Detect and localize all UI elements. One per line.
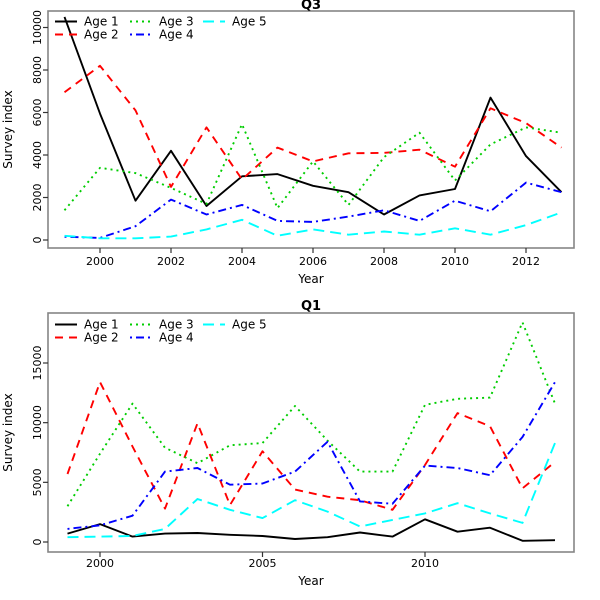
x-tick-label: 2005 xyxy=(249,557,277,570)
plot-border xyxy=(47,312,575,553)
series-line-age-4 xyxy=(64,181,562,239)
legend-label-age-1: Age 1 xyxy=(84,15,119,29)
series-line-age-1 xyxy=(67,518,556,542)
y-tick-label: 15000 xyxy=(31,345,44,380)
y-tick-label: 8000 xyxy=(31,56,44,84)
chart-title: Q1 xyxy=(301,300,321,314)
y-tick-label: 0 xyxy=(31,539,44,546)
series-line-age-4 xyxy=(67,381,556,530)
x-tick-label: 2008 xyxy=(370,255,398,268)
x-tick-label: 2006 xyxy=(299,255,327,268)
legend-label-age-4: Age 4 xyxy=(159,331,194,345)
chart-title: Q3 xyxy=(301,0,321,13)
series-line-age-5 xyxy=(67,442,556,539)
legend-label-age-4: Age 4 xyxy=(159,28,194,42)
series-line-age-1 xyxy=(63,16,563,216)
legend-label-age-3: Age 3 xyxy=(159,318,194,332)
y-tick-label: 6000 xyxy=(31,99,44,127)
x-tick-label: 2000 xyxy=(86,557,114,570)
x-tick-label: 2004 xyxy=(228,255,256,268)
legend-label-age-5: Age 5 xyxy=(232,318,267,332)
chart-q1: 0 5000 10000 15000 2000 2005 2010 Age 1 Age 2 Age… xyxy=(0,300,600,600)
x-axis-label: Year xyxy=(297,574,323,588)
y-tick-label: 2000 xyxy=(31,184,44,212)
series-line-age-3 xyxy=(66,321,556,507)
legend-label-age-1: Age 1 xyxy=(84,318,119,332)
x-tick-label: 2010 xyxy=(441,255,469,268)
y-axis-label: Survey index xyxy=(1,393,15,471)
series-line-age-2 xyxy=(63,64,563,188)
legend-label-age-2: Age 2 xyxy=(84,331,119,345)
y-tick-label: 10000 xyxy=(31,10,44,45)
y-tick-label: 4000 xyxy=(31,141,44,169)
series-line-age-2 xyxy=(66,381,556,511)
x-tick-label: 2000 xyxy=(86,255,114,268)
plot-border xyxy=(47,10,575,249)
x-axis-label: Year xyxy=(297,272,323,286)
legend-label-age-2: Age 2 xyxy=(84,28,119,42)
legend-label-age-5: Age 5 xyxy=(232,15,267,29)
x-tick-label: 2012 xyxy=(512,255,540,268)
y-axis-label: Survey index xyxy=(1,90,15,168)
q3-line-chart: 0 2000 4000 6000 8000 10000 2000 2002 2004 2006 20… xyxy=(1,0,575,286)
series-line-age-5 xyxy=(64,211,562,240)
chart-q3: 0 2000 4000 6000 8000 10000 2000 2002 2004 2006 20… xyxy=(1,0,575,286)
y-tick-label: 10000 xyxy=(31,405,44,440)
y-tick-label: 0 xyxy=(31,237,44,244)
x-tick-label: 2010 xyxy=(411,557,439,570)
x-tick-label: 2002 xyxy=(157,255,185,268)
series-line-age-3 xyxy=(63,123,562,211)
legend-label-age-3: Age 3 xyxy=(159,15,194,29)
y-tick-label: 5000 xyxy=(31,468,44,496)
